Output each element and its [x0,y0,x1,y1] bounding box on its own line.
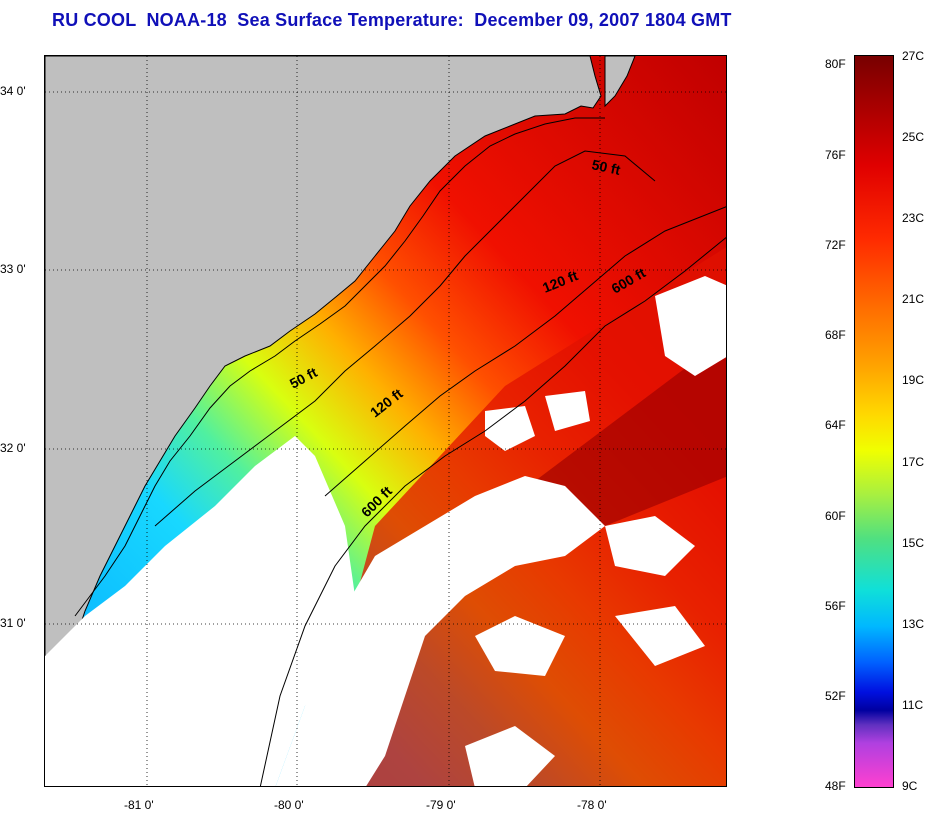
colorbar-c-17: 17C [902,455,925,469]
colorbar-c-23: 23C [902,211,925,225]
lon-label-81: -81 0' [124,798,154,812]
lat-label-33: 33 0' [0,262,26,276]
colorbar-c-19: 19C [902,373,925,387]
colorbar-c-21: 21C [902,292,925,306]
colorbar-f-64: 64F [825,418,846,432]
cloud-patch-3 [605,516,695,576]
lon-label-78: -78 0' [577,798,607,812]
colorbar-f-68: 68F [825,328,846,342]
cloud-patch-1 [485,406,535,451]
temperature-colorbar [854,55,894,788]
lon-label-80: -80 0' [274,798,304,812]
colorbar-c-25: 25C [902,130,925,144]
map-title: RU COOL NOAA-18 Sea Surface Temperature:… [52,10,732,30]
colorbar-f-52: 52F [825,689,846,703]
contour-label-50ft-north: 50 ft [590,156,622,178]
cloud-patch-5 [615,606,705,666]
colorbar-c-11: 11C [902,698,924,712]
colorbar-c-15: 15C [902,536,925,550]
sst-map-canvas: 50 ft 120 ft 600 ft 50 ft 120 ft 600 ft [45,56,726,786]
coastal-islands [74,117,605,617]
contour-120ft [324,206,726,497]
colorbar-f-60: 60F [825,509,846,523]
cloud-patch-2 [545,391,590,431]
cloud-mask-southwest [45,436,355,786]
colorbar-c-9: 9C [902,779,918,793]
colorbar-f-56: 56F [825,599,846,613]
cloud-patch-6 [465,726,555,786]
cloud-mask-east [655,276,726,376]
lon-label-79: -79 0' [426,798,456,812]
colorbar-c-27: 27C [902,49,925,63]
lat-label-31: 31 0' [0,616,26,630]
land-mass [45,56,602,786]
land-northeast [604,56,636,108]
sst-map[interactable]: 50 ft 120 ft 600 ft 50 ft 120 ft 600 ft [44,55,727,787]
gulf-stream-core [515,337,726,526]
cloud-patch-4 [475,616,565,676]
contour-50ft [154,150,656,527]
cloud-mask-south [275,476,605,786]
lat-label-34: 34 0' [0,84,26,98]
colorbar-c-13: 13C [902,617,925,631]
colorbar-f-80: 80F [825,57,846,71]
colorbar-f-72: 72F [825,238,846,252]
colorbar-f-48: 48F [825,779,846,793]
contour-600ft [259,236,726,786]
lat-label-32: 32 0' [0,441,26,455]
colorbar-f-76: 76F [825,148,846,162]
